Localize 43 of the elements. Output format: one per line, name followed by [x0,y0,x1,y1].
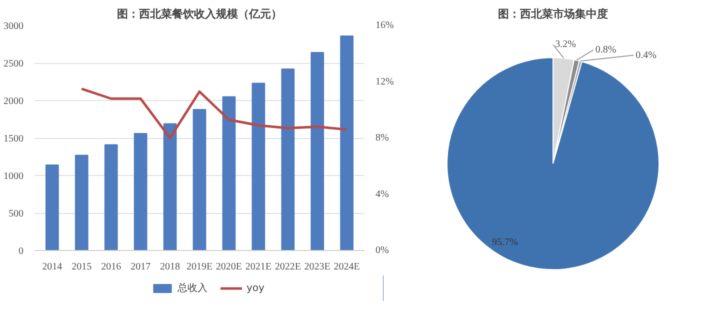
bar [104,144,118,250]
bar [252,82,266,250]
y-tick-label: 2500 [4,58,24,70]
y2-tick-label: 8% [376,132,389,144]
data-label: 95.7% [492,237,518,248]
bar [310,52,324,250]
bar [192,109,206,250]
x-tick-label: 2019E [186,262,213,272]
bar [163,123,177,250]
line-series [80,88,348,140]
x-tick-label: 2015 [72,262,92,272]
y-tick-label: 3000 [4,21,24,32]
bar [134,133,148,250]
x-tick-label: 2017 [130,262,151,272]
data-label: 0.4% [636,50,657,61]
x-tick-label: 2023E [304,262,330,272]
bar [340,36,354,250]
y-tick-label: 0 [18,246,24,257]
y-tick-label: 500 [8,208,24,220]
x-tick-label: 2018 [160,262,180,272]
bar [74,154,88,250]
chart-title: 图：西北菜市场集中度 [498,8,608,20]
data-label: 3.2% [555,39,576,50]
y-tick-label: 1500 [4,134,24,144]
bar [222,96,236,250]
data-label: 0.8% [595,44,616,56]
y-tick-label: 1000 [4,171,24,182]
y2-tick-label: 12% [376,76,394,88]
y2-tick-label: 0% [376,245,389,256]
x-tick-label: 2021E [245,262,272,272]
y-tick-label: 2000 [4,96,24,107]
bar [45,164,59,250]
x-tick-label: 2020E [216,262,242,272]
chart-title: 图：西北菜餐饮收入规模（亿元） [117,8,282,20]
x-tick-label: 2016 [101,262,122,272]
legend-label: 总收入 [178,282,208,295]
x-tick-label: 2014 [42,262,62,272]
legend-label: yoy [246,282,266,294]
x-tick-label: 2022E [274,262,301,272]
y2-tick-label: 4% [376,188,389,200]
x-tick-label: 2024E [334,262,360,272]
y2-tick-label: 16% [376,20,394,31]
bar [281,68,295,250]
